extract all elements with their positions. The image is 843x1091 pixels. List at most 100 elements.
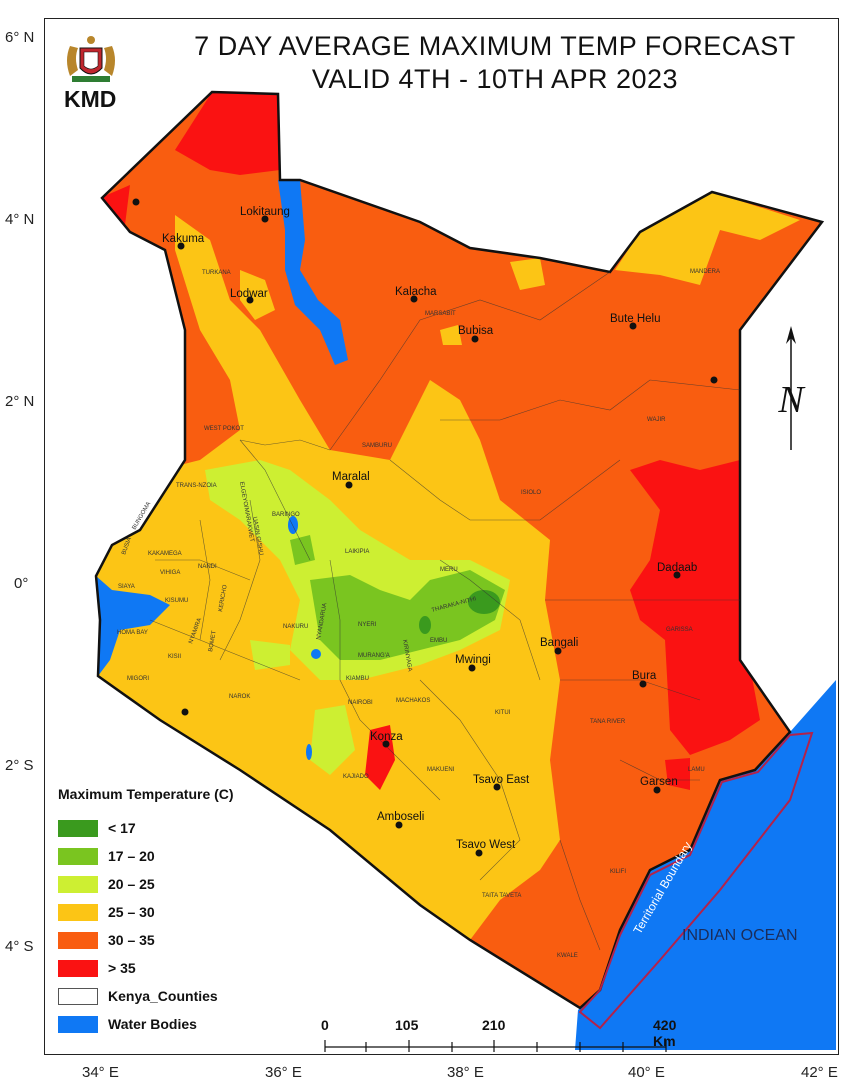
kenya-coat-of-arms-icon <box>67 36 115 82</box>
legend-item: 17 – 20 <box>58 842 234 870</box>
legend: Maximum Temperature (C) < 17 17 – 20 20 … <box>58 786 234 1038</box>
county-embu: EMBU <box>430 638 447 644</box>
marker-northwest <box>132 198 140 206</box>
marker-bubisa <box>471 335 479 343</box>
legend-swatch-below-17 <box>58 819 98 837</box>
marker-southwest <box>181 708 189 716</box>
county-baringo: BARINGO <box>272 512 300 518</box>
label-lokitaung: Lokitaung <box>240 206 290 218</box>
county-garissa: GARISSA <box>666 627 693 633</box>
label-kakuma: Kakuma <box>162 233 205 245</box>
county-kajiado: KAJIADO <box>343 774 369 780</box>
legend-item: 30 – 35 <box>58 926 234 954</box>
zone-20-25-kajiado <box>310 705 355 775</box>
place-markers <box>132 198 718 857</box>
legend-label: 25 – 30 <box>108 904 155 920</box>
marker-amboseli <box>395 821 403 829</box>
label-tsavo-west: Tsavo West <box>456 839 516 851</box>
scale-bar <box>324 1040 667 1052</box>
zone-17-20 <box>310 570 505 660</box>
county-kilifi: KILIFI <box>610 869 626 875</box>
label-bute-helu: Bute Helu <box>610 313 661 325</box>
county-migori: MIGORI <box>127 676 149 682</box>
legend-swatch-25-30 <box>58 903 98 921</box>
map-title: 7 DAY AVERAGE MAXIMUM TEMP FORECAST VALI… <box>150 30 840 96</box>
county-makueni: MAKUENI <box>427 767 455 773</box>
county-kericho: KERICHO <box>218 584 229 612</box>
lake-victoria <box>96 576 170 676</box>
label-bubisa: Bubisa <box>458 325 494 337</box>
legend-label: > 35 <box>108 960 136 976</box>
lat-tick-2n: 2° N <box>5 393 35 410</box>
zone-above-35-north <box>175 92 280 175</box>
legend-swatch-counties <box>58 987 98 1005</box>
zone-below-17-tharaka <box>468 590 500 614</box>
county-boundaries <box>149 271 741 951</box>
zone-25-30-mandera <box>615 192 800 285</box>
county-meru: MERU <box>440 567 458 573</box>
county-marsabit: MARSABIT <box>425 311 456 317</box>
legend-label: 20 – 25 <box>108 876 155 892</box>
marker-east <box>710 376 718 384</box>
zone-below-17-kirinyaga <box>419 616 431 634</box>
county-trans-nzoia: TRANS-NZOIA <box>176 483 217 489</box>
title-line-1: 7 DAY AVERAGE MAXIMUM TEMP FORECAST <box>194 31 796 61</box>
legend-label: Kenya_Counties <box>108 988 218 1004</box>
zone-above-35-northwest <box>100 185 130 225</box>
label-lodwar: Lodwar <box>230 288 268 300</box>
county-mandera: MANDERA <box>690 269 720 275</box>
kenya-border <box>94 90 825 1010</box>
legend-label: 30 – 35 <box>108 932 155 948</box>
north-arrow-letter: N <box>777 379 806 421</box>
territorial-boundary-line <box>578 731 814 1030</box>
marker-dadaab <box>673 571 681 579</box>
zone-25-30-marsabit <box>510 258 545 290</box>
lon-tick-34e: 34° E <box>82 1064 119 1081</box>
label-garsen: Garsen <box>640 776 678 788</box>
legend-swatch-above-35 <box>58 959 98 977</box>
county-muranga: MURANG'A <box>358 653 390 659</box>
county-machakos: MACHAKOS <box>396 698 430 704</box>
label-mwingi: Mwingi <box>455 654 491 666</box>
lon-tick-36e: 36° E <box>265 1064 302 1081</box>
county-turkana: TURKANA <box>202 270 231 276</box>
label-dadaab: Dadaab <box>657 562 697 574</box>
county-kwale: KWALE <box>557 953 578 959</box>
legend-label: Water Bodies <box>108 1016 197 1032</box>
legend-title: Maximum Temperature (C) <box>58 786 234 802</box>
label-tsavo-east: Tsavo East <box>473 774 530 786</box>
county-kisumu: KISUMU <box>165 598 188 604</box>
label-bangali: Bangali <box>540 637 578 649</box>
legend-label: < 17 <box>108 820 136 836</box>
marker-bute-helu <box>629 322 637 330</box>
county-homa-bay: HOMA BAY <box>117 630 148 636</box>
marker-konza <box>382 740 390 748</box>
legend-item: Water Bodies <box>58 1010 234 1038</box>
county-nakuru: NAKURU <box>283 624 308 630</box>
legend-swatch-20-25 <box>58 875 98 893</box>
title-line-2: VALID 4TH - 10TH APR 2023 <box>311 64 679 94</box>
county-bomet: BOMET <box>208 630 218 652</box>
legend-item: > 35 <box>58 954 234 982</box>
marker-lokitaung <box>261 215 269 223</box>
scale-label-210: 210 <box>482 1017 506 1033</box>
lake-magadi <box>306 744 312 760</box>
north-arrow-icon: N <box>777 326 806 450</box>
county-wajir: WAJIR <box>647 417 666 423</box>
county-kisii: KISII <box>168 654 181 660</box>
lat-tick-4n: 4° N <box>5 211 35 228</box>
county-taita: TAITA TAVETA <box>482 893 521 899</box>
label-bura: Bura <box>632 670 657 682</box>
county-kiambu: KIAMBU <box>346 676 369 682</box>
marker-bangali <box>554 647 562 655</box>
lat-tick-6n: 6° N <box>5 29 35 46</box>
county-west-pokot: WEST POKOT <box>204 426 244 432</box>
lon-tick-42e: 42° E <box>801 1064 838 1081</box>
zone-25-30-lodwar <box>240 270 275 320</box>
scale-bar-labels: 0 105 210 420 Km <box>310 1017 676 1057</box>
county-laikipia: LAIKIPIA <box>345 549 369 555</box>
legend-item: Kenya_Counties <box>58 982 234 1010</box>
lat-tick-2s: 2° S <box>5 757 34 774</box>
marker-lodwar <box>246 296 254 304</box>
